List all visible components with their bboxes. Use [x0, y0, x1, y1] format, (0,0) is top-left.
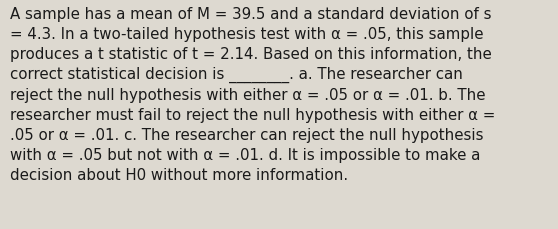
Text: A sample has a mean of M = 39.5 and a standard deviation of s
= 4.3. In a two-ta: A sample has a mean of M = 39.5 and a st…: [10, 7, 496, 183]
